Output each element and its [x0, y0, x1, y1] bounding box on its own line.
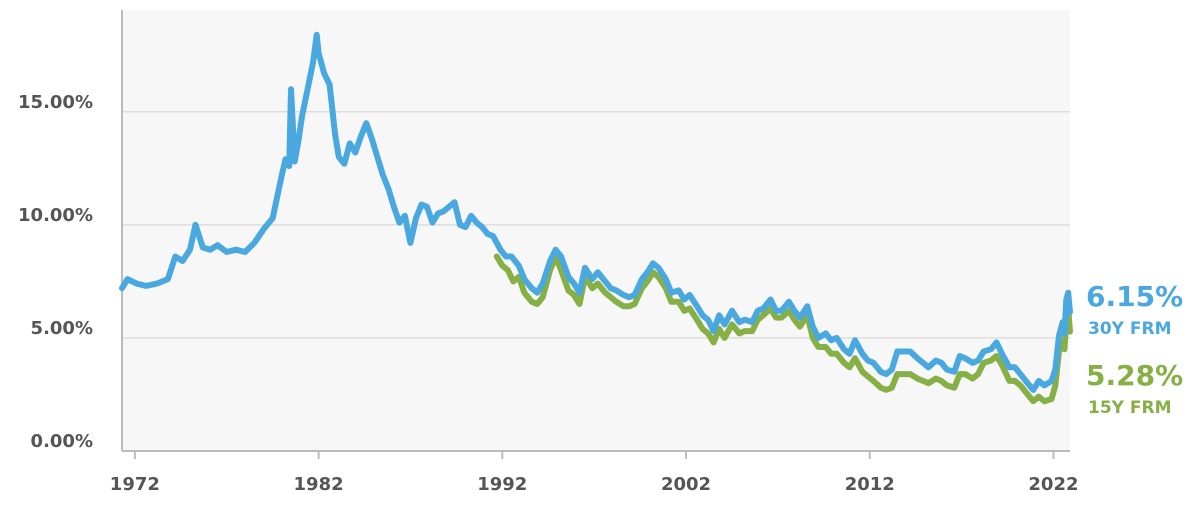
grid-lines	[122, 111, 1070, 339]
x-tick-label: 2012	[845, 474, 895, 495]
y-tick-label: 15.00%	[18, 92, 93, 113]
series-15y-end-value: 5.28%	[1086, 359, 1183, 392]
x-tick-label: 1982	[294, 474, 344, 495]
series-30y-end-name: 30Y FRM	[1088, 319, 1172, 339]
y-tick-label: 0.00%	[31, 431, 93, 452]
end-labels: 6.15% 30Y FRM 5.28% 15Y FRM	[1086, 280, 1183, 418]
series-30y-end-value: 6.15%	[1086, 280, 1183, 313]
series-line-15y-frm	[493, 253, 1073, 405]
y-tick-label: 5.00%	[31, 318, 93, 339]
x-tick-label: 2002	[661, 474, 711, 495]
x-tick-label: 2022	[1028, 474, 1078, 495]
series-15y-end-name: 15Y FRM	[1088, 398, 1172, 418]
x-tick-labels: 1972 1982 1992 2002 2012 2022	[110, 451, 1079, 495]
axes	[121, 10, 1070, 452]
y-tick-label: 10.00%	[18, 205, 93, 226]
series-line-30y-frm	[119, 31, 1073, 393]
x-tick-label: 1972	[110, 474, 160, 495]
x-tick-label: 1992	[477, 474, 527, 495]
y-tick-labels: 0.00% 5.00% 10.00% 15.00%	[18, 92, 93, 452]
series-lines	[119, 31, 1073, 405]
